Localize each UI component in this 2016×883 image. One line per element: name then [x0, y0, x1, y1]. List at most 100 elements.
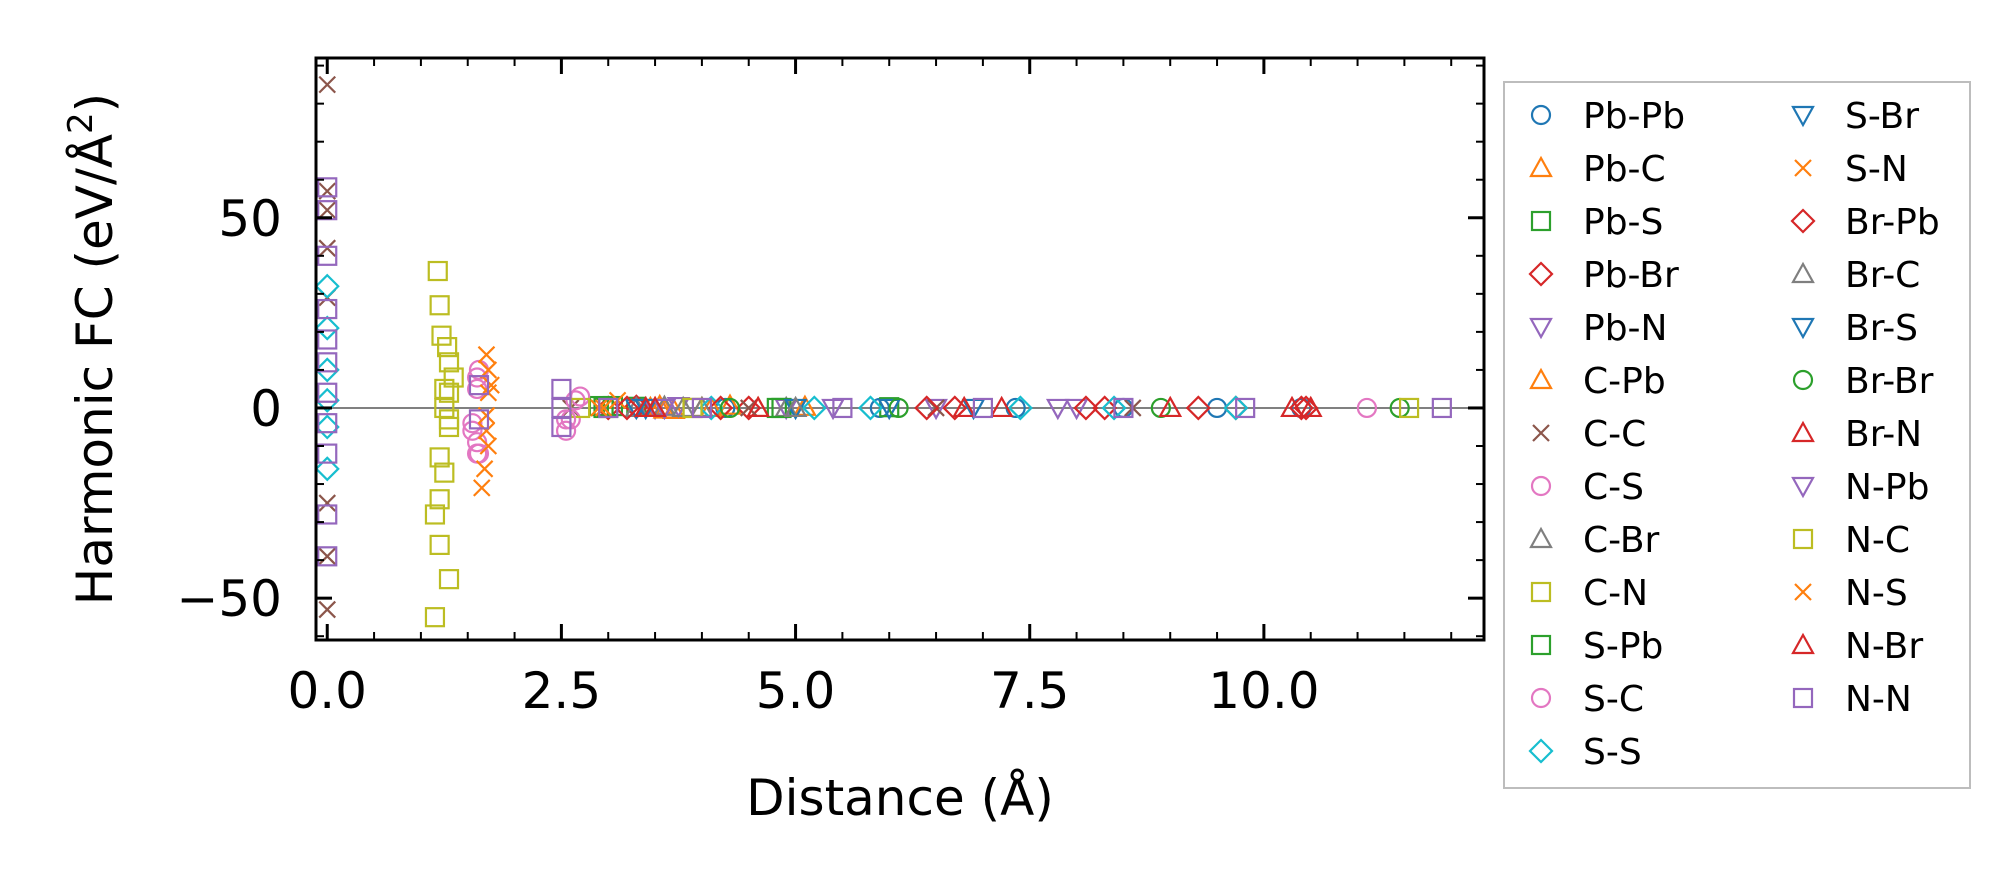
point-br-c [783, 395, 808, 418]
legend-label: C-Br [1583, 520, 1660, 561]
legend-marker-n-pb [1791, 476, 1815, 499]
x-axis-label: Distance (Å) [746, 769, 1054, 827]
legend-marker-pb-s [1530, 210, 1552, 232]
series-n-n [317, 177, 1452, 567]
legend-label: C-N [1583, 573, 1648, 614]
legend-label: Br-Pb [1845, 202, 1940, 243]
point-br-n [746, 395, 770, 418]
legend-item-s-n: S-N [1794, 149, 1908, 190]
point-n-n [317, 382, 338, 403]
legend-label: Br-N [1845, 414, 1922, 455]
legend-label: N-N [1845, 679, 1912, 720]
legend-label: S-C [1583, 679, 1644, 720]
point-n-n [598, 397, 619, 419]
series-br-pb [614, 395, 1319, 421]
legend-item-br-s: Br-S [1791, 308, 1918, 349]
point-c-n [429, 534, 450, 556]
x-tick-label: 2.5 [522, 662, 602, 720]
legend-item-n-n: N-N [1792, 679, 1912, 720]
legend-label: N-C [1845, 520, 1910, 561]
legend-marker-pb-pb [1530, 104, 1552, 126]
point-n-n [832, 397, 853, 419]
point-s-c [462, 413, 483, 434]
point-s-c [467, 367, 488, 388]
legend-item-c-n: C-N [1530, 573, 1648, 614]
point-s-s [1223, 395, 1249, 421]
point-s-n [477, 345, 496, 364]
legend-marker-c-c [1532, 424, 1550, 442]
point-br-n [1158, 395, 1183, 418]
legend-item-c-pb: C-Pb [1529, 361, 1666, 402]
point-c-c [318, 239, 337, 257]
point-s-n [475, 460, 494, 478]
legend-marker-pb-n [1529, 317, 1553, 340]
point-c-n [427, 260, 448, 282]
point-n-pb [652, 398, 677, 421]
legend-marker-s-n [1794, 159, 1812, 177]
point-pb-n [924, 398, 948, 421]
point-br-pb [614, 395, 640, 421]
point-br-n [1298, 395, 1323, 418]
legend: Pb-Pb Pb-C Pb-S Pb-Br Pb-N C-Pb C-C C-S C-Br C-N S… [1503, 81, 1971, 789]
point-s-s [857, 395, 884, 421]
point-c-n [429, 295, 450, 316]
point-s-c [1356, 397, 1378, 419]
point-n-n [691, 397, 712, 419]
x-axis-ticks: 0.0 2.5 5.0 7.5 10.0 [287, 58, 1453, 720]
x-tick-label: 10.0 [1208, 662, 1319, 720]
legend-marker-n-br [1791, 632, 1815, 655]
point-n-n [317, 298, 338, 320]
legend-marker-c-br [1529, 526, 1553, 549]
plot-frame [314, 56, 1486, 642]
point-c-s [555, 420, 577, 441]
x-tick-label: 5.0 [756, 662, 836, 720]
point-br-pb [708, 395, 734, 421]
legend-label: S-Pb [1583, 626, 1663, 667]
point-c-c [927, 399, 945, 417]
point-s-n [473, 479, 491, 497]
point-c-c [318, 75, 337, 94]
legend-marker-s-br [1791, 105, 1815, 128]
point-n-n [317, 329, 338, 350]
point-pb-n [1064, 398, 1089, 421]
legend-item-c-c: C-C [1532, 414, 1646, 455]
point-br-n [989, 395, 1014, 418]
legend-item-n-br: N-Br [1791, 626, 1923, 667]
point-c-c [739, 399, 758, 417]
point-c-n [429, 447, 450, 468]
legend-label: Pb-Br [1583, 255, 1679, 296]
point-c-n [438, 569, 460, 590]
point-n-n [972, 397, 993, 419]
point-c-n [438, 352, 460, 373]
legend-label: S-Br [1845, 96, 1919, 137]
series-s-s [316, 273, 1249, 482]
legend-item-s-c: S-C [1530, 679, 1644, 720]
point-c-c [318, 547, 337, 566]
x-tick-label: 7.5 [990, 662, 1070, 720]
y-axis-label-main: Harmonic FC (eV/Å [66, 134, 124, 605]
legend-marker-s-s [1528, 738, 1554, 764]
legend-marker-br-c [1791, 261, 1815, 284]
legend-marker-s-pb [1530, 634, 1552, 656]
plot-area: 0.0 2.5 5.0 7.5 10.0 −50 0 50 [176, 56, 1486, 720]
legend-item-s-pb: S-Pb [1530, 626, 1663, 667]
point-s-s [316, 456, 340, 482]
point-c-n [434, 462, 455, 483]
point-n-br [643, 395, 667, 418]
point-s-s [316, 414, 340, 440]
point-n-pb [1045, 398, 1070, 421]
legend-item-br-br: Br-Br [1792, 361, 1934, 402]
point-n-n [551, 416, 572, 438]
point-n-n [317, 504, 338, 525]
point-br-s [877, 398, 902, 421]
data-points [316, 75, 1452, 628]
y-axis-label: Harmonic FC (eV/Å2) [61, 93, 124, 605]
point-s-s [316, 357, 340, 383]
point-c-c [318, 201, 337, 219]
point-n-n [317, 546, 338, 567]
point-br-br [888, 397, 909, 419]
legend-marker-br-n [1791, 420, 1815, 443]
legend-label: C-C [1583, 414, 1646, 455]
legend-item-s-s: S-S [1528, 732, 1642, 773]
